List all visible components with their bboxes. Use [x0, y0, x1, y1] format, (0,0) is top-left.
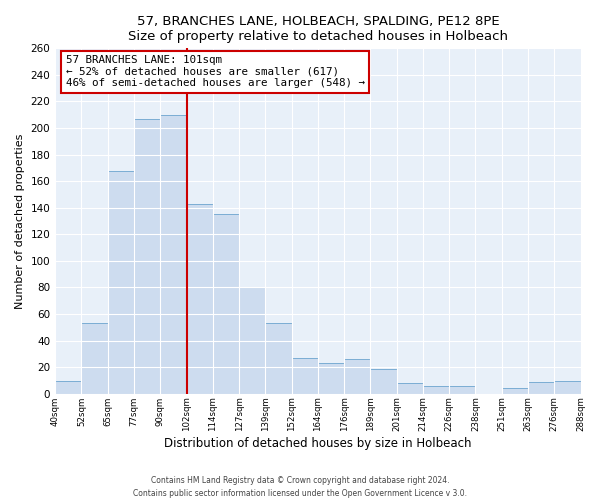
Bar	[370, 368, 397, 394]
Bar	[55, 380, 82, 394]
Bar	[397, 383, 423, 394]
Bar	[160, 115, 187, 394]
Bar	[449, 386, 475, 394]
Bar	[423, 386, 449, 394]
Bar	[134, 119, 160, 394]
Bar	[344, 359, 370, 394]
Bar	[292, 358, 318, 394]
Bar	[265, 324, 292, 394]
Bar	[239, 288, 265, 394]
Text: Contains HM Land Registry data © Crown copyright and database right 2024.
Contai: Contains HM Land Registry data © Crown c…	[133, 476, 467, 498]
Y-axis label: Number of detached properties: Number of detached properties	[15, 134, 25, 308]
Bar	[554, 380, 581, 394]
Bar	[528, 382, 554, 394]
Bar	[82, 324, 108, 394]
Bar	[318, 363, 344, 394]
Title: 57, BRANCHES LANE, HOLBEACH, SPALDING, PE12 8PE
Size of property relative to det: 57, BRANCHES LANE, HOLBEACH, SPALDING, P…	[128, 15, 508, 43]
X-axis label: Distribution of detached houses by size in Holbeach: Distribution of detached houses by size …	[164, 437, 472, 450]
Bar	[502, 388, 528, 394]
Bar	[108, 170, 134, 394]
Text: 57 BRANCHES LANE: 101sqm
← 52% of detached houses are smaller (617)
46% of semi-: 57 BRANCHES LANE: 101sqm ← 52% of detach…	[65, 55, 365, 88]
Bar	[187, 204, 213, 394]
Bar	[213, 214, 239, 394]
